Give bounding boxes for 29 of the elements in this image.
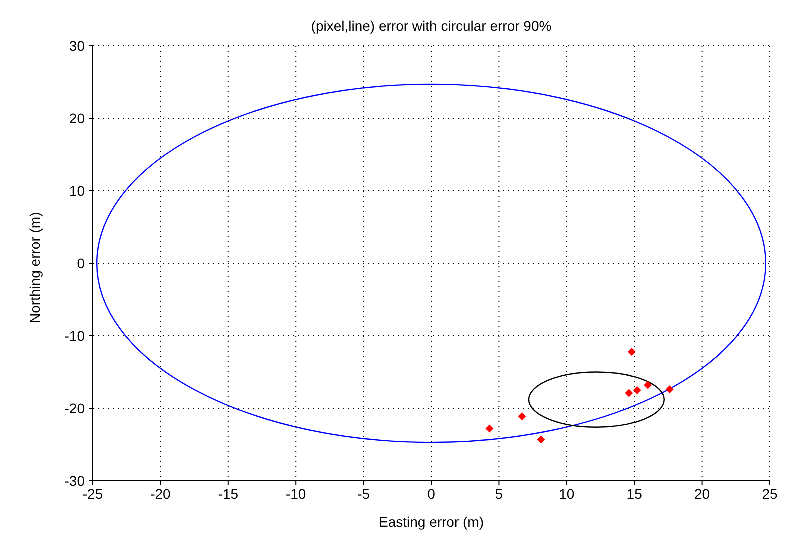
y-axis-title: Northing error (m) [26, 212, 43, 324]
x-tick-label: -15 [218, 486, 239, 502]
point [666, 386, 674, 394]
point [537, 436, 546, 444]
point [518, 412, 526, 420]
x-tick-label: 25 [762, 486, 778, 502]
x-tick-label: 20 [694, 486, 710, 502]
x-tick-label: 5 [495, 486, 504, 502]
point [625, 389, 634, 398]
y-tick-label: 0 [77, 255, 86, 272]
x-axis-title: Easting error (m) [378, 514, 484, 530]
y-tick-label: 30 [69, 38, 86, 54]
x-tick-label: -25 [82, 486, 104, 502]
point [644, 381, 652, 390]
y-tick-label: -30 [64, 472, 86, 489]
y-tick-label: 20 [69, 110, 86, 126]
y-tick-label: -20 [64, 400, 86, 416]
x-tick-label: -5 [358, 486, 370, 502]
x-tick-label: 15 [626, 486, 643, 502]
x-tick-label: 0 [428, 486, 436, 502]
chart-title: (pixel,line) error with circular error 90% [310, 18, 553, 34]
x-tick-label: -10 [286, 486, 306, 502]
y-tick-label: 10 [69, 182, 86, 199]
x-tick-label: -20 [150, 486, 172, 502]
point [633, 386, 642, 394]
x-tick-label: 10 [559, 486, 575, 502]
point [628, 348, 636, 356]
y-tick-label: -10 [64, 328, 86, 344]
point [486, 424, 494, 433]
